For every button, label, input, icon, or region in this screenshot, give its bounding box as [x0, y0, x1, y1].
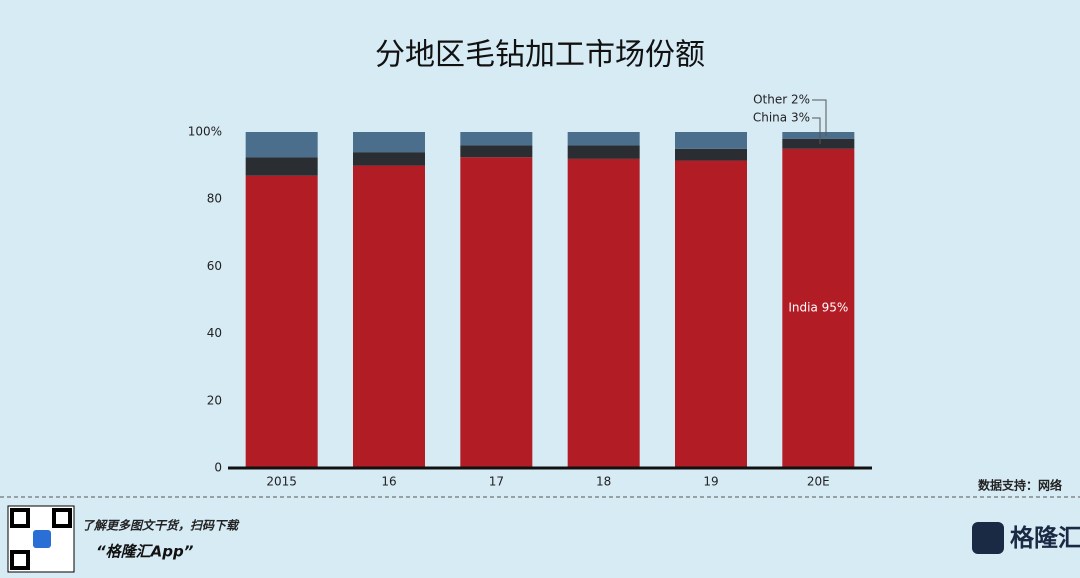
- y-tick-label: 60: [207, 259, 222, 273]
- x-tick-label: 20E: [807, 475, 830, 489]
- bar-segment: [245, 157, 318, 176]
- bar-segment: [675, 132, 747, 149]
- x-tick-label: 17: [489, 475, 504, 489]
- bar-segment: [460, 132, 533, 146]
- bar-segment: [245, 175, 318, 468]
- source: 数据支持：网络: [978, 478, 1062, 493]
- bar-segment: [353, 152, 425, 166]
- bar-segment: [675, 160, 747, 468]
- bar-segment: [782, 148, 855, 469]
- bar-segment: [782, 132, 855, 139]
- annotation: India 95%: [788, 301, 848, 315]
- bar-segment: [567, 145, 640, 159]
- bar-segment: [675, 148, 747, 161]
- logo-text: 格隆汇: [1010, 524, 1080, 552]
- bar-segment: [460, 157, 533, 468]
- qr-code: [7, 505, 75, 573]
- bar-segment: [567, 132, 640, 146]
- y-tick-label: 40: [207, 326, 222, 340]
- annotation: China 3%: [753, 111, 810, 125]
- x-tick-label: 18: [596, 475, 611, 489]
- y-tick-label: 20: [207, 393, 222, 407]
- y-tick-label: 80: [207, 192, 222, 206]
- annotation: Other 2%: [753, 93, 810, 107]
- bar-segment: [782, 138, 855, 149]
- bar-segment: [353, 132, 425, 153]
- x-tick-label: 2015: [266, 475, 297, 489]
- bar-segment: [245, 132, 318, 158]
- y-tick-label: 0: [214, 461, 222, 475]
- chart-title: 分地区毛钻加工市场份额: [375, 38, 705, 73]
- y-tick-label: 100%: [188, 125, 222, 139]
- x-tick-label: 16: [381, 475, 396, 489]
- bar-segment: [567, 158, 640, 468]
- footer-app: “格隆汇App”: [96, 543, 194, 561]
- logo-icon: [972, 522, 1004, 554]
- footer-promo: 了解更多图文干货，扫码下载: [82, 519, 240, 533]
- bar-segment: [460, 145, 533, 158]
- x-tick-label: 19: [703, 475, 718, 489]
- leader: [812, 117, 821, 144]
- leader: [812, 99, 827, 136]
- bar-segment: [353, 165, 425, 468]
